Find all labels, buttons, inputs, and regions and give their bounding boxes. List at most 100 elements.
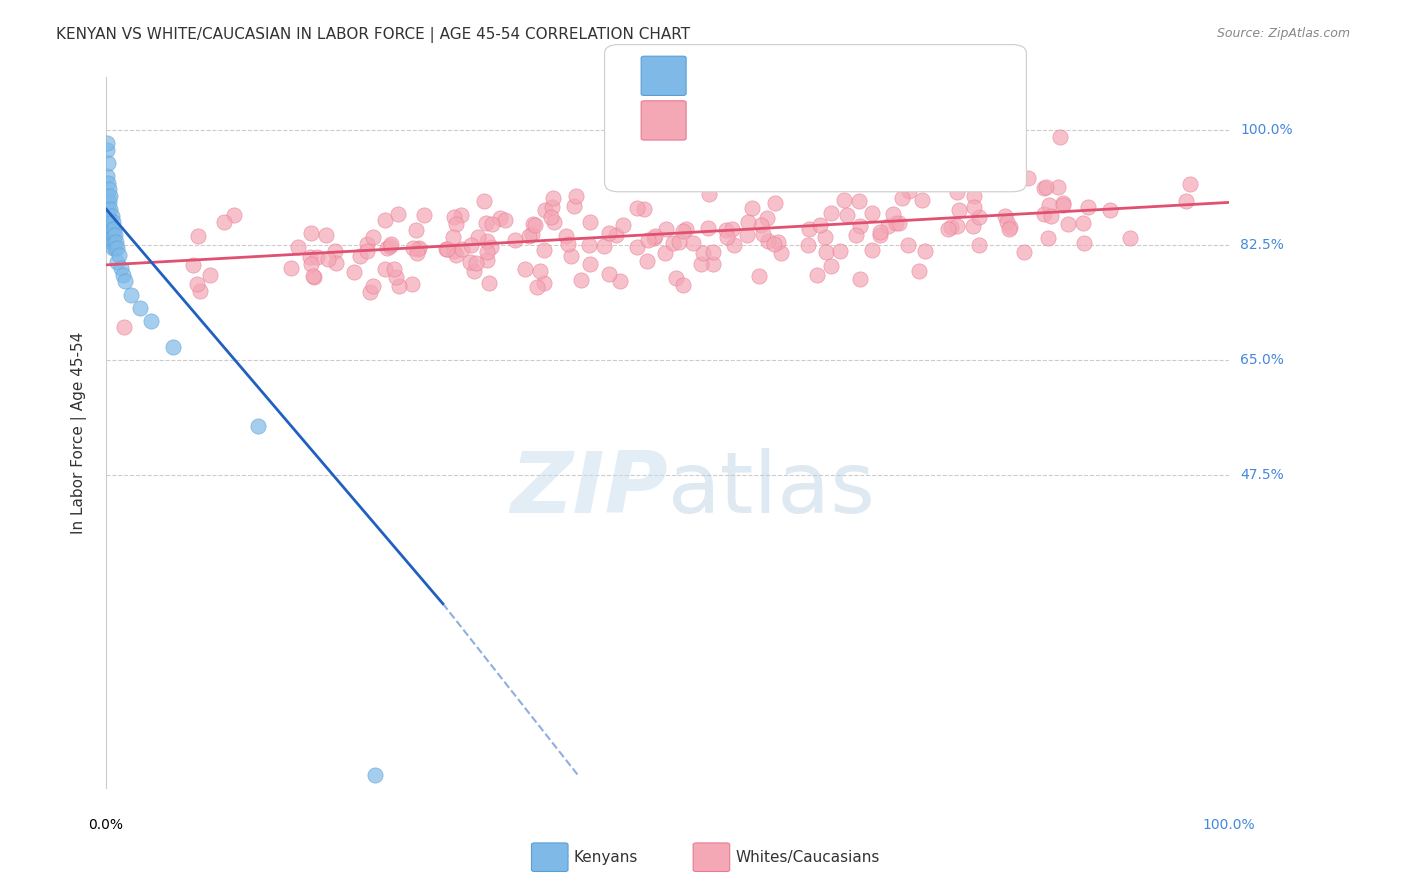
Point <box>756 234 779 248</box>
Point <box>897 184 920 198</box>
Point <box>450 208 472 222</box>
Point <box>849 219 872 233</box>
Point <box>488 211 510 225</box>
Point <box>540 210 562 224</box>
Point <box>364 767 387 781</box>
Point <box>316 252 339 266</box>
Point <box>522 217 544 231</box>
Point <box>97 156 120 170</box>
Point <box>668 235 690 249</box>
Point <box>962 219 984 234</box>
Point <box>1071 216 1094 230</box>
Point <box>187 229 209 244</box>
Point <box>1038 198 1060 212</box>
Point <box>748 268 770 283</box>
Point <box>672 278 695 293</box>
Point <box>815 245 838 260</box>
Point <box>814 230 837 244</box>
Point <box>101 228 124 243</box>
Point <box>1052 198 1074 212</box>
Point <box>997 222 1019 236</box>
Point <box>735 227 758 242</box>
Point <box>716 223 738 237</box>
Point <box>323 244 346 258</box>
Point <box>869 225 891 239</box>
Point <box>1033 180 1056 194</box>
Point <box>963 200 986 214</box>
Point <box>458 254 481 268</box>
Point <box>797 237 820 252</box>
Point <box>555 229 578 244</box>
Text: Source: ZipAtlas.com: Source: ZipAtlas.com <box>1216 27 1350 40</box>
Point <box>697 186 720 201</box>
Point <box>806 268 828 283</box>
Point <box>478 277 501 291</box>
Point <box>441 229 464 244</box>
Point <box>401 277 423 291</box>
Point <box>378 239 401 253</box>
Point <box>1077 200 1099 214</box>
Point <box>1040 210 1063 224</box>
Point <box>675 222 697 236</box>
Point <box>741 201 763 215</box>
Point <box>1073 236 1095 251</box>
Point <box>103 235 125 249</box>
Point <box>797 222 820 236</box>
Y-axis label: In Labor Force | Age 45-54: In Labor Force | Age 45-54 <box>72 332 87 533</box>
Point <box>97 202 120 216</box>
Point <box>891 191 914 205</box>
Point <box>945 185 967 199</box>
Point <box>120 287 142 301</box>
Point <box>100 202 122 216</box>
Point <box>749 219 772 233</box>
Point <box>655 222 678 236</box>
Point <box>994 209 1017 223</box>
Point <box>513 261 536 276</box>
Point <box>848 194 870 208</box>
Point <box>298 250 321 264</box>
Point <box>460 237 482 252</box>
Point <box>786 155 808 169</box>
Text: 100.0%: 100.0% <box>1202 818 1256 832</box>
Point <box>382 262 405 277</box>
Point <box>737 214 759 228</box>
Point <box>98 215 121 229</box>
Point <box>443 244 465 258</box>
Point <box>388 278 411 293</box>
Point <box>770 245 793 260</box>
Point <box>434 242 457 256</box>
Point <box>820 259 842 273</box>
Point <box>877 219 900 233</box>
Point <box>104 228 127 243</box>
Text: 65.0%: 65.0% <box>1240 353 1284 368</box>
Point <box>280 261 302 276</box>
Point <box>114 274 136 288</box>
Point <box>307 250 329 264</box>
Point <box>716 230 738 244</box>
Point <box>302 270 325 285</box>
Point <box>101 242 124 256</box>
Point <box>103 221 125 235</box>
Point <box>98 195 121 210</box>
Text: 100.0%: 100.0% <box>1240 123 1292 137</box>
Point <box>557 236 579 251</box>
Point <box>665 271 688 285</box>
Point <box>97 189 120 203</box>
Point <box>359 285 381 300</box>
Point <box>287 240 309 254</box>
Point <box>654 245 676 260</box>
Point <box>995 215 1018 229</box>
Point <box>637 233 659 247</box>
Point <box>181 258 204 272</box>
Point <box>682 235 704 250</box>
Point <box>605 228 627 243</box>
Point <box>969 238 991 252</box>
Point <box>100 209 122 223</box>
Point <box>405 223 427 237</box>
Point <box>105 235 128 249</box>
Point <box>939 219 962 234</box>
Point <box>1036 231 1059 245</box>
Point <box>689 257 711 271</box>
Point <box>1049 129 1071 144</box>
Point <box>541 200 564 214</box>
